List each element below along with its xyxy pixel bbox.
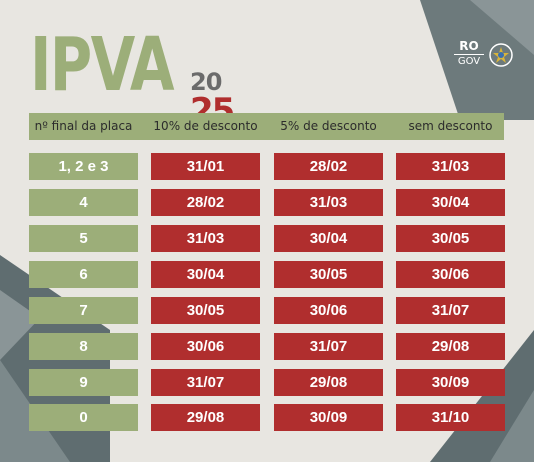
- plate-cell: 1, 2 e 3: [29, 153, 138, 180]
- date-no-discount-cell: 31/07: [396, 297, 505, 324]
- date-5-percent-cell: 30/05: [274, 261, 383, 288]
- logo-ro-text: RO: [459, 39, 479, 53]
- date-no-discount-cell: 30/05: [396, 225, 505, 252]
- table-row: 0 29/08 30/09 31/10: [29, 404, 505, 431]
- plate-cell: 8: [29, 333, 138, 360]
- date-5-percent-cell: 29/08: [274, 369, 383, 396]
- top-right-light-shape: [470, 0, 534, 55]
- date-5-percent-cell: 28/02: [274, 153, 383, 180]
- date-5-percent-cell: 30/04: [274, 225, 383, 252]
- date-no-discount-cell: 31/10: [396, 404, 505, 431]
- date-10-percent-cell: 31/03: [151, 225, 260, 252]
- date-5-percent-cell: 30/09: [274, 404, 383, 431]
- table-row: 8 30/06 31/07 29/08: [29, 333, 505, 360]
- date-no-discount-cell: 30/06: [396, 261, 505, 288]
- plate-cell: 4: [29, 189, 138, 216]
- table-row: 4 28/02 31/03 30/04: [29, 189, 505, 216]
- plate-cell: 7: [29, 297, 138, 324]
- table-header: nº final da placa 10% de desconto 5% de …: [29, 113, 504, 140]
- header-10-percent: 10% de desconto: [153, 119, 258, 133]
- plate-cell: 5: [29, 225, 138, 252]
- logo-gov-text: GOV: [454, 54, 484, 68]
- date-5-percent-cell: 31/07: [274, 333, 383, 360]
- date-10-percent-cell: 30/06: [151, 333, 260, 360]
- header-no-discount: sem desconto: [408, 119, 493, 133]
- header-5-percent: 5% de desconto: [280, 119, 377, 133]
- date-no-discount-cell: 30/09: [396, 369, 505, 396]
- date-10-percent-cell: 30/05: [151, 297, 260, 324]
- table-row: 6 30/04 30/05 30/06: [29, 261, 505, 288]
- table-row: 1, 2 e 3 31/01 28/02 31/03: [29, 153, 505, 180]
- date-5-percent-cell: 30/06: [274, 297, 383, 324]
- table-row: 5 31/03 30/04 30/05: [29, 225, 505, 252]
- title-ipva: IPVA: [30, 22, 175, 108]
- date-no-discount-cell: 31/03: [396, 153, 505, 180]
- date-5-percent-cell: 31/03: [274, 189, 383, 216]
- plate-cell: 9: [29, 369, 138, 396]
- plate-cell: 0: [29, 404, 138, 431]
- header-plate: nº final da placa: [34, 119, 133, 133]
- date-no-discount-cell: 30/04: [396, 189, 505, 216]
- date-no-discount-cell: 29/08: [396, 333, 505, 360]
- date-10-percent-cell: 30/04: [151, 261, 260, 288]
- state-seal-icon: [489, 43, 513, 67]
- date-10-percent-cell: 29/08: [151, 404, 260, 431]
- right-light-shape: [490, 390, 534, 462]
- date-10-percent-cell: 31/01: [151, 153, 260, 180]
- ro-gov-logo: RO GOV: [454, 40, 524, 76]
- title-year-top: 20: [190, 68, 222, 96]
- table-row: 9 31/07 29/08 30/09: [29, 369, 505, 396]
- left-light-shape: [0, 290, 40, 360]
- date-10-percent-cell: 28/02: [151, 189, 260, 216]
- plate-cell: 6: [29, 261, 138, 288]
- table-row: 7 30/05 30/06 31/07: [29, 297, 505, 324]
- date-10-percent-cell: 31/07: [151, 369, 260, 396]
